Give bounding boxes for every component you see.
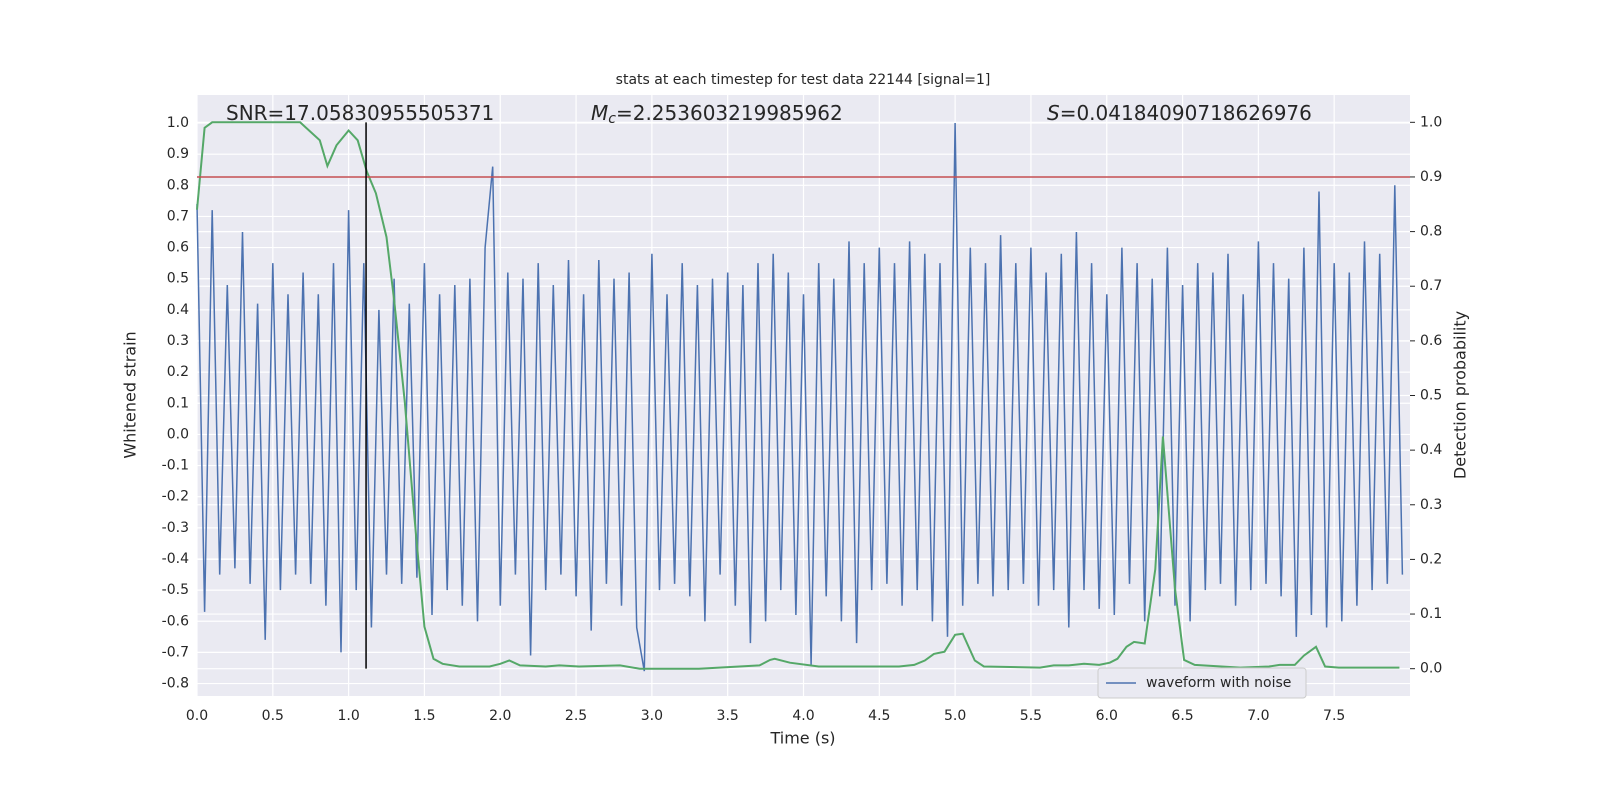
legend-box [1097,667,1307,699]
legend-label: waveform with noise [1146,675,1291,691]
x-tick-label: 6.0 [1096,708,1118,724]
annotation-text: SNR=17.05830955505371 [226,101,494,125]
y-tick-label: 0.4 [167,302,189,318]
series-line [196,121,1400,670]
y2-tick-label: 0.5 [1420,388,1442,404]
y-tick-label: 0.2 [167,364,189,380]
y2-tick-label: 0.9 [1420,169,1442,185]
annotation-text: =0.04184090718626976 [1060,101,1312,125]
x-tick-label: 7.5 [1323,708,1345,724]
annotation: SNR=17.05830955505371 [226,101,494,125]
annotation: S=0.04184090718626976 [1047,101,1312,125]
y-tick-label: -0.5 [162,582,189,598]
x-tick-label: 5.0 [944,708,966,724]
y2-tick-label: 1.0 [1420,114,1442,130]
x-axis-label: Time (s) [769,729,835,748]
y2-tick-label: 0.4 [1420,442,1442,458]
annotation-text: =2.253603219985962 [616,101,843,125]
x-tick-label: 5.5 [1020,708,1042,724]
y-tick-label: -0.8 [162,676,189,692]
y-tick-label: 0.7 [167,208,189,224]
y-tick-label: -0.1 [162,458,189,474]
y2-axis-label: Detection probability [1451,311,1470,479]
y2-tick-label: 0.6 [1420,333,1442,349]
x-tick-label: 4.5 [868,708,890,724]
x-tick-label: 3.0 [641,708,663,724]
chart-title: stats at each timestep for test data 221… [616,72,991,88]
y2-tick-label: 0.1 [1420,606,1442,622]
y-tick-label: 0.5 [167,271,189,287]
y-tick-label: -0.3 [162,520,189,536]
legend: waveform with noise [1097,667,1307,699]
x-tick-label: 0.5 [262,708,284,724]
y2-tick-label: 0.2 [1420,551,1442,567]
x-tick-label: 1.5 [413,708,435,724]
y-tick-label: 0.9 [167,146,189,162]
y2-tick-label: 0.0 [1420,661,1442,677]
x-tick-label: 4.0 [792,708,814,724]
y-tick-label: 0.3 [167,333,189,349]
y2-tick-label: 0.3 [1420,497,1442,513]
x-tick-label: 2.0 [489,708,511,724]
y2-tick-label: 0.7 [1420,278,1442,294]
y-tick-label: 0.6 [167,240,189,256]
x-tick-label: 1.0 [337,708,359,724]
y2-tick-label: 0.8 [1420,224,1442,240]
annotation-subscript: c [608,111,616,127]
y-tick-label: -0.6 [162,613,189,629]
y-tick-label: 0.0 [167,426,189,442]
y-tick-label: -0.2 [162,489,189,505]
y-tick-label: 0.8 [167,177,189,193]
y-axis-label: Whitened strain [121,331,140,458]
x-tick-label: 2.5 [565,708,587,724]
x-tick-label: 3.5 [717,708,739,724]
y-tick-label: 1.0 [167,115,189,131]
annotation-symbol: M [591,101,608,125]
x-tick-label: 0.0 [186,708,208,724]
y-tick-label: 0.1 [167,395,189,411]
y-tick-label: -0.4 [162,551,189,567]
series-line [196,122,1404,672]
x-tick-label: 7.0 [1247,708,1269,724]
annotation-symbol: S [1047,101,1060,125]
x-tick-label: 6.5 [1171,708,1193,724]
y-tick-label: -0.7 [162,644,189,660]
annotation: Mc=2.253603219985962 [591,101,843,128]
